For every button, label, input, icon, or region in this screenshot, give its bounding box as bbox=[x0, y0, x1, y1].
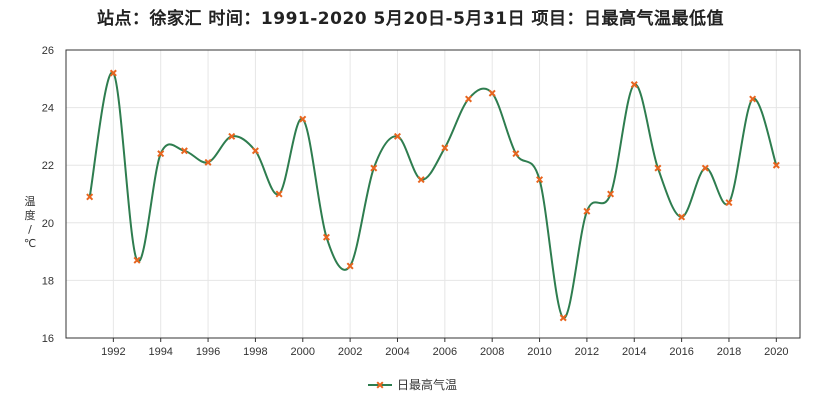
x-tick-label: 2000 bbox=[291, 346, 315, 358]
x-tick-label: 2004 bbox=[385, 346, 409, 358]
x-tick-label: 1994 bbox=[148, 346, 172, 358]
data-point-marker bbox=[417, 176, 425, 184]
data-point-marker bbox=[772, 161, 780, 169]
data-point-marker bbox=[465, 95, 473, 103]
x-tick-label: 1998 bbox=[243, 346, 267, 358]
x-tick-label: 2012 bbox=[575, 346, 599, 358]
series-line bbox=[88, 71, 778, 319]
data-point-marker bbox=[86, 193, 94, 201]
data-point-marker bbox=[133, 256, 141, 264]
x-tick-label: 2010 bbox=[527, 346, 551, 358]
data-point-marker bbox=[180, 147, 188, 155]
x-axis-ticks: 1992 1994 1996 1998 2000 2002 2004 2006 2008 2010… bbox=[101, 338, 789, 358]
data-point-marker bbox=[441, 144, 449, 152]
y-axis-label-char: 温 bbox=[25, 195, 36, 208]
data-point-marker bbox=[725, 199, 733, 207]
x-tick-label: 2016 bbox=[669, 346, 693, 358]
data-point-marker bbox=[536, 176, 544, 184]
x-tick-label: 1992 bbox=[101, 346, 125, 358]
x-tick-label: 2014 bbox=[622, 346, 646, 358]
y-tick-label: 26 bbox=[42, 45, 54, 57]
data-point-marker bbox=[630, 81, 638, 89]
data-point-marker bbox=[157, 150, 165, 158]
x-tick-label: 2002 bbox=[338, 346, 362, 358]
x-tick-label: 1996 bbox=[196, 346, 220, 358]
y-tick-label: 18 bbox=[42, 275, 54, 287]
legend-label: 日最高气温 bbox=[397, 377, 457, 392]
y-axis-ticks: 16 18 20 22 24 26 bbox=[42, 45, 54, 345]
x-tick-label: 2020 bbox=[764, 346, 788, 358]
data-point-marker bbox=[488, 89, 496, 97]
plot-area bbox=[65, 49, 801, 339]
chart-title: 站点：徐家汇 时间：1991-2020 5月20日-5月31日 项目：日最高气温… bbox=[97, 9, 724, 29]
data-point-marker bbox=[299, 115, 307, 123]
y-axis-label-char: / bbox=[28, 223, 32, 236]
data-point-marker bbox=[749, 95, 757, 103]
data-point-marker bbox=[559, 314, 567, 322]
y-tick-label: 22 bbox=[42, 160, 54, 172]
y-axis-label-char: ℃ bbox=[24, 237, 36, 250]
y-axis-label: 温度/℃ bbox=[24, 195, 36, 250]
y-tick-label: 16 bbox=[42, 333, 54, 345]
legend[interactable]: 日最高气温 bbox=[368, 377, 457, 392]
x-tick-label: 2008 bbox=[480, 346, 504, 358]
legend-marker-icon bbox=[376, 381, 384, 389]
y-tick-label: 20 bbox=[42, 218, 54, 230]
data-point-marker bbox=[654, 164, 662, 172]
data-point-marker bbox=[678, 213, 686, 221]
data-point-marker bbox=[228, 132, 236, 140]
data-point-marker bbox=[251, 147, 259, 155]
data-point-marker bbox=[607, 190, 615, 198]
data-point-marker bbox=[346, 262, 354, 270]
data-point-marker bbox=[275, 190, 283, 198]
data-point-marker bbox=[109, 69, 117, 77]
data-point-marker bbox=[204, 158, 212, 166]
data-points bbox=[86, 69, 780, 322]
data-point-marker bbox=[370, 164, 378, 172]
y-axis-label-char: 度 bbox=[25, 208, 36, 222]
y-tick-label: 24 bbox=[42, 103, 54, 115]
data-point-marker bbox=[322, 233, 330, 241]
data-point-marker bbox=[583, 207, 591, 215]
data-point-marker bbox=[393, 132, 401, 140]
grid-lines bbox=[66, 49, 800, 339]
x-tick-label: 2018 bbox=[717, 346, 741, 358]
data-point-marker bbox=[701, 164, 709, 172]
x-tick-label: 2006 bbox=[433, 346, 457, 358]
data-point-marker bbox=[512, 150, 520, 158]
